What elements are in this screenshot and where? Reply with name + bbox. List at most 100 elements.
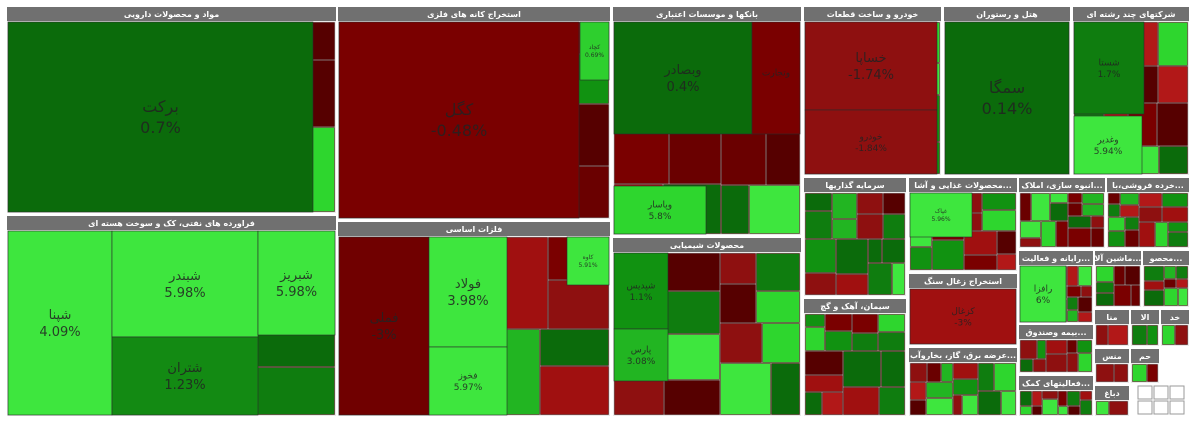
- stock-tile[interactable]: [1050, 203, 1068, 221]
- stock-tile[interactable]: [1108, 231, 1125, 247]
- stock-cell[interactable]: [944, 21, 1070, 175]
- stock-tile[interactable]: [1067, 340, 1077, 353]
- stock-tile[interactable]: [1068, 228, 1091, 247]
- stock-tile[interactable]: [1096, 401, 1109, 415]
- stock-tile[interactable]: [1067, 266, 1078, 286]
- stock-tile[interactable]: [1155, 222, 1168, 247]
- stock-tile[interactable]: [1108, 204, 1120, 217]
- stock-tile[interactable]: [1067, 391, 1080, 406]
- stock-tile[interactable]: [962, 395, 978, 415]
- stock-cell[interactable]: [1073, 21, 1145, 115]
- stock-tile[interactable]: [749, 185, 800, 234]
- stock-tile[interactable]: [805, 351, 843, 375]
- stock-tile[interactable]: [1162, 325, 1175, 345]
- sector-24[interactable]: منس: [1093, 347, 1131, 385]
- stock-tile[interactable]: [1020, 391, 1032, 406]
- stock-tile[interactable]: [878, 314, 905, 332]
- stock-tile[interactable]: [1114, 285, 1131, 306]
- sector-2[interactable]: بانکها و موسسات اعتباری وبصادر 0.4% وتجارت و…: [611, 5, 803, 237]
- stock-tile[interactable]: [756, 291, 800, 323]
- stock-tile[interactable]: [1139, 222, 1155, 247]
- stock-tile[interactable]: [1067, 297, 1078, 310]
- stock-tile[interactable]: [1168, 232, 1188, 247]
- stock-tile[interactable]: [1144, 266, 1164, 281]
- stock-tile[interactable]: [720, 253, 756, 284]
- stock-tile[interactable]: [883, 193, 905, 214]
- stock-tile[interactable]: [1158, 66, 1188, 103]
- stock-tile[interactable]: [548, 280, 609, 329]
- stock-tile[interactable]: [868, 263, 892, 295]
- stock-tile[interactable]: [892, 263, 905, 295]
- stock-tile[interactable]: [1132, 364, 1147, 382]
- sector-17[interactable]: محصو...: [1141, 249, 1191, 309]
- stock-tile[interactable]: [1164, 266, 1176, 279]
- stock-cell[interactable]: [428, 346, 508, 416]
- stock-tile[interactable]: [1091, 216, 1104, 228]
- stock-tile[interactable]: [1042, 399, 1058, 415]
- stock-tile[interactable]: [720, 323, 762, 363]
- stock-tile[interactable]: [540, 329, 609, 366]
- stock-tile[interactable]: [805, 314, 825, 327]
- stock-tile[interactable]: [932, 240, 964, 270]
- stock-tile[interactable]: [1144, 281, 1164, 290]
- sector-26[interactable]: دباغ: [1093, 384, 1131, 418]
- stock-tile[interactable]: [1068, 193, 1082, 203]
- stock-tile[interactable]: [1125, 217, 1139, 230]
- stock-tile[interactable]: [1176, 279, 1188, 288]
- stock-tile[interactable]: [1080, 400, 1092, 415]
- stock-tile[interactable]: [852, 314, 878, 333]
- stock-tile[interactable]: [1033, 359, 1046, 372]
- stock-tile[interactable]: [982, 193, 1016, 210]
- stock-tile[interactable]: [1096, 266, 1114, 282]
- stock-cell[interactable]: [1019, 265, 1067, 323]
- sector-12[interactable]: خرده فروشی،با...: [1105, 176, 1191, 250]
- stock-tile[interactable]: [822, 392, 843, 415]
- stock-tile[interactable]: [997, 231, 1016, 254]
- stock-tile[interactable]: [1158, 22, 1188, 66]
- stock-tile[interactable]: [1068, 406, 1080, 415]
- stock-tile[interactable]: [997, 254, 1016, 270]
- stock-tile[interactable]: [658, 291, 720, 334]
- stock-tile[interactable]: [1020, 221, 1041, 238]
- stock-tile[interactable]: [843, 387, 879, 415]
- stock-tile[interactable]: [1031, 193, 1050, 221]
- stock-cell[interactable]: [909, 288, 1017, 345]
- stock-tile[interactable]: [805, 239, 836, 273]
- stock-tile[interactable]: [254, 367, 335, 415]
- stock-tile[interactable]: [504, 329, 540, 415]
- stock-tile[interactable]: [540, 366, 609, 415]
- stock-tile[interactable]: [1078, 297, 1092, 312]
- sector-7[interactable]: فلزات اساسی فملی -3% فولاد 3.98% فخوز 5.97% کاو…: [336, 220, 612, 418]
- stock-tile[interactable]: [1147, 325, 1158, 345]
- sector-13[interactable]: سیمان، آهک و گچ: [802, 297, 908, 418]
- stock-tile[interactable]: [1120, 193, 1139, 205]
- stock-tile[interactable]: [805, 193, 832, 211]
- stock-tile[interactable]: [1068, 203, 1082, 216]
- stock-tile[interactable]: [1096, 325, 1108, 345]
- sector-16[interactable]: ماشین آلا...: [1093, 249, 1143, 309]
- stock-tile[interactable]: [832, 193, 857, 219]
- stock-tile[interactable]: [1175, 325, 1188, 345]
- stock-tile[interactable]: [1078, 353, 1092, 372]
- stock-tile[interactable]: [883, 214, 905, 239]
- stock-tile[interactable]: [1058, 391, 1067, 406]
- stock-tile[interactable]: [720, 363, 771, 415]
- stock-tile[interactable]: [1096, 364, 1114, 382]
- stock-tile[interactable]: [953, 395, 962, 415]
- stock-tile[interactable]: [1178, 288, 1188, 306]
- stock-tile[interactable]: [1131, 285, 1140, 306]
- stock-tile[interactable]: [964, 231, 997, 255]
- stock-tile[interactable]: [910, 400, 926, 415]
- stock-cell[interactable]: [338, 21, 580, 219]
- sector-3[interactable]: خودرو و ساخت قطعات خساپا -1.74% خودرو -1.84%: [802, 5, 943, 177]
- sector-5[interactable]: شرکتهای چند رشته ای شستا 1.7% وغدیر 5.94%: [1071, 5, 1191, 177]
- stock-tile[interactable]: [1082, 193, 1104, 204]
- stock-tile[interactable]: [805, 392, 822, 415]
- stock-tile[interactable]: [953, 379, 978, 395]
- stock-tile[interactable]: [664, 334, 720, 380]
- stock-tile[interactable]: [910, 247, 932, 270]
- stock-tile[interactable]: [1020, 340, 1037, 359]
- stock-tile[interactable]: [1125, 230, 1139, 247]
- stock-tile[interactable]: [1164, 279, 1176, 288]
- stock-tile[interactable]: [1114, 364, 1128, 382]
